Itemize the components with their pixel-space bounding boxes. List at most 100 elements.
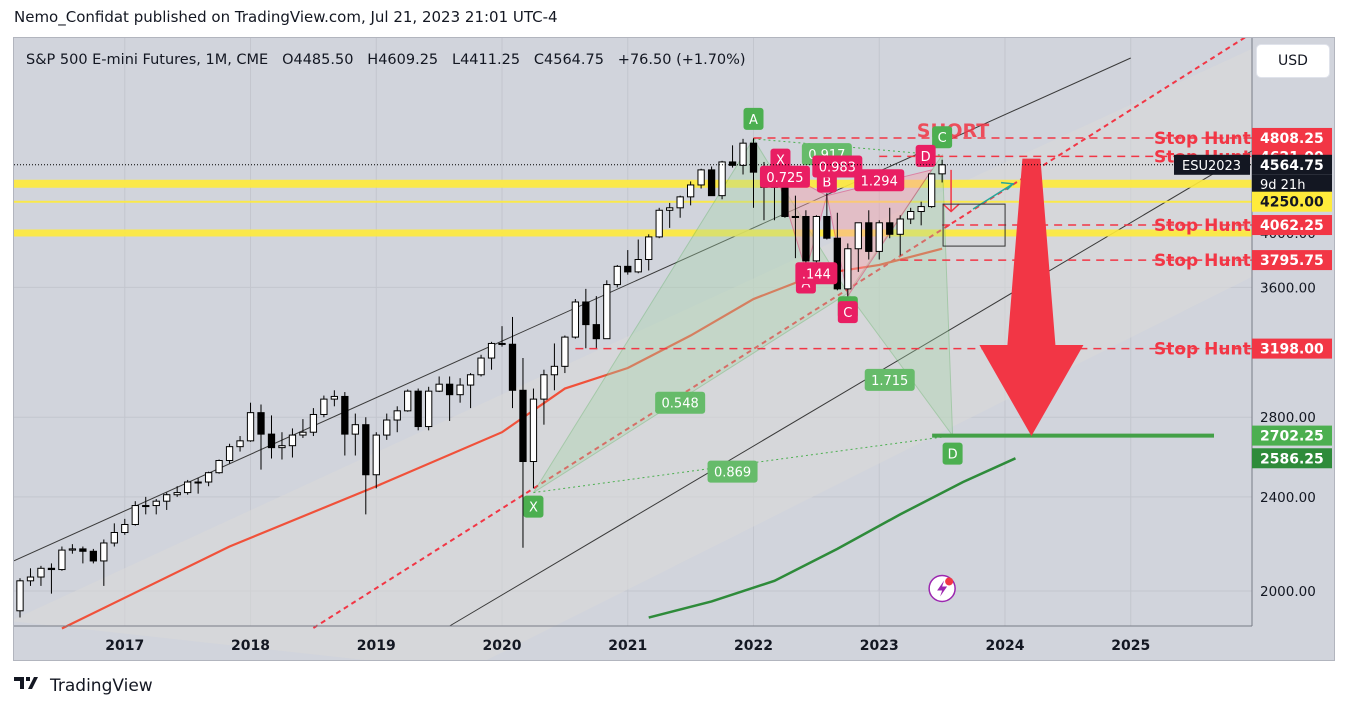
green-ratio-badge [707,460,758,483]
currency-button[interactable]: USD [1257,45,1329,77]
candle-body[interactable] [540,374,548,400]
candle-body[interactable] [865,222,873,252]
candle-body[interactable] [686,184,695,198]
green-pattern-bcd [847,153,954,438]
candle-body[interactable] [666,207,674,211]
candle-body[interactable] [257,412,265,435]
candle-body[interactable] [823,215,831,239]
x-tick-label: 2021 [608,638,647,654]
candle-body[interactable] [267,433,276,449]
candle-body[interactable] [110,532,118,544]
candle-body[interactable] [393,410,401,421]
candle-body[interactable] [938,164,946,175]
candle-body[interactable] [802,215,810,262]
candle-body[interactable] [152,500,160,507]
candle-body[interactable] [79,548,87,552]
candle-body[interactable] [927,173,936,208]
candle-body[interactable] [844,248,852,290]
candle-body[interactable] [854,222,862,250]
red-ratio-badge [795,262,838,285]
candle-body[interactable] [89,550,97,562]
candle-body[interactable] [896,218,904,235]
candle-body[interactable] [487,342,496,359]
candle-body[interactable] [592,324,600,340]
candle-body[interactable] [330,395,339,400]
candle-body[interactable] [299,431,307,436]
green-point-badge-text: D [948,448,958,463]
candle-body[interactable] [68,548,77,551]
candle-body[interactable] [58,549,66,571]
candle-body[interactable] [655,209,663,238]
candle-body[interactable] [163,494,171,502]
candle-body[interactable] [707,169,716,197]
candle-body[interactable] [634,259,642,273]
candle-body[interactable] [739,142,747,166]
candle-body[interactable] [341,395,349,435]
candle-body[interactable] [718,161,726,197]
candle-body[interactable] [100,542,108,562]
candle-body[interactable] [907,211,915,220]
candle-body[interactable] [414,390,422,428]
candle-body[interactable] [812,215,821,262]
candle-body[interactable] [886,222,894,235]
candle-body[interactable] [477,357,485,376]
candle-body[interactable] [676,196,684,209]
candle-body[interactable] [498,342,506,345]
candle-body[interactable] [519,389,527,463]
candle-body[interactable] [142,505,150,508]
candle-body[interactable] [404,390,412,412]
candle-body[interactable] [320,398,328,415]
candle-body[interactable] [121,523,129,534]
candle-body[interactable] [550,365,559,376]
candle-body[interactable] [309,413,318,433]
candle-body[interactable] [875,222,883,252]
candle-body[interactable] [728,161,737,166]
candle-body[interactable] [278,445,286,449]
candle-body[interactable] [37,567,45,578]
candle-body[interactable] [288,434,297,447]
candle-body[interactable] [624,265,632,273]
candle-body[interactable] [645,236,653,261]
candle-body[interactable] [529,398,538,463]
candle-body[interactable] [613,265,621,286]
candle-body[interactable] [697,169,705,186]
candle-body[interactable] [456,384,464,396]
candle-body[interactable] [791,215,800,218]
candle-body[interactable] [194,481,202,484]
red-ratio-badge [759,165,810,188]
candle-body[interactable] [571,301,580,338]
candle-body[interactable] [215,460,223,474]
candle-body[interactable] [466,374,475,386]
green-point-badge [743,107,764,130]
low-label: L [451,52,461,68]
candle-body[interactable] [351,424,359,435]
candle-body[interactable] [749,142,758,173]
candle-body[interactable] [236,440,244,448]
candle-body[interactable] [372,434,380,476]
candle-body[interactable] [561,336,569,367]
candle-body[interactable] [16,580,24,612]
candle-body[interactable] [435,383,443,392]
candle-body[interactable] [445,383,454,396]
candle-body[interactable] [582,301,590,326]
footer-brand[interactable]: TradingView [50,675,153,696]
red-ratio-badge-text: 0.983 [819,160,856,175]
candle-body[interactable] [131,505,139,525]
candle-body[interactable] [246,412,255,442]
x-tick-label: 2020 [483,638,522,654]
candle-body[interactable] [26,576,35,582]
candle-body[interactable] [917,206,925,213]
candle-body[interactable] [362,424,370,476]
candle-body[interactable] [173,492,181,496]
candle-body[interactable] [425,390,433,428]
candle-body[interactable] [383,419,391,436]
candle-body[interactable] [508,343,517,391]
candle-body[interactable] [603,284,611,340]
candle-body[interactable] [184,481,192,494]
price-label-box [1252,127,1332,148]
candle-body[interactable] [225,446,234,462]
candle-body[interactable] [204,472,213,483]
candle-body[interactable] [47,567,56,571]
